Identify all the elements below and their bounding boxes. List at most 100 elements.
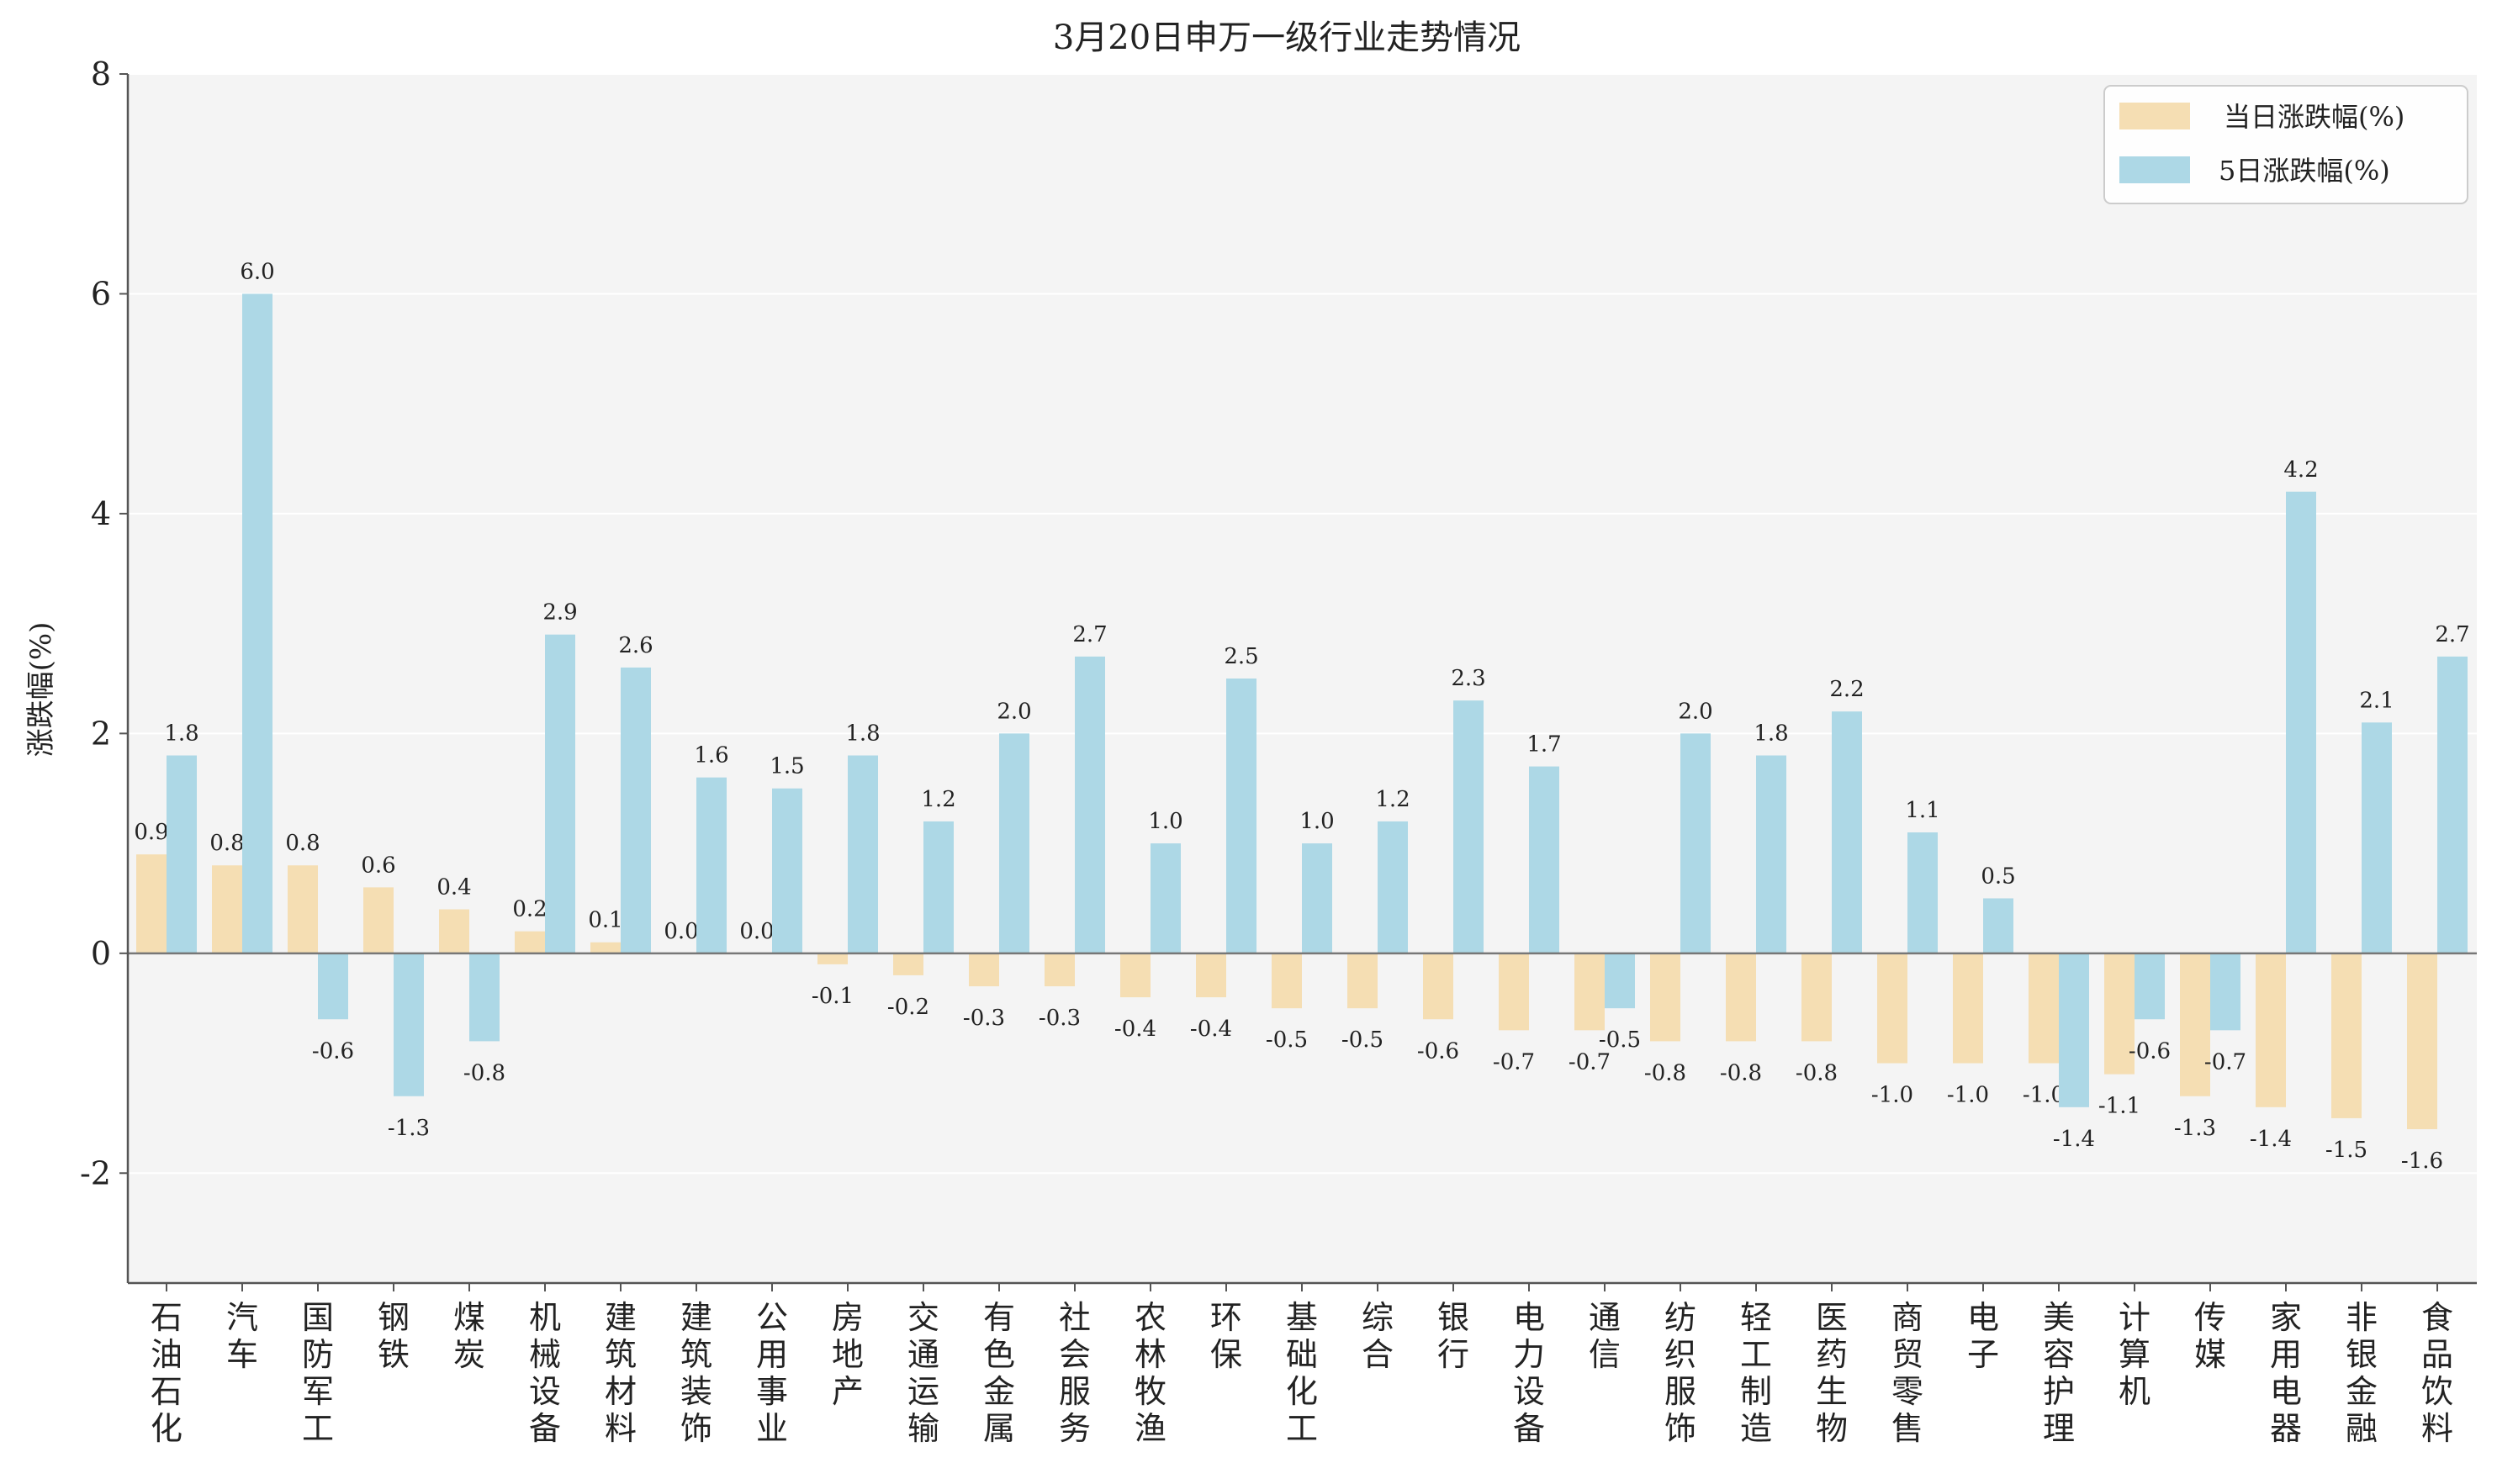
data-label-5day: -0.5 xyxy=(1599,1027,1641,1053)
y-tick-label: 4 xyxy=(91,495,111,532)
bar-daily xyxy=(2407,953,2437,1129)
bar-daily xyxy=(1801,953,1832,1042)
data-label-daily: -0.1 xyxy=(812,984,854,1009)
x-tick-label: 国防军工 xyxy=(302,1299,334,1447)
x-tick-label: 商贸零售 xyxy=(1891,1299,1923,1447)
bar-daily xyxy=(817,953,848,964)
bar-daily xyxy=(1347,953,1378,1009)
x-tick-label: 公用事业 xyxy=(756,1299,788,1447)
x-tick-label: 电力设备 xyxy=(1513,1299,1545,1447)
data-label-daily: -0.3 xyxy=(963,1006,1005,1031)
bar-5day xyxy=(923,821,954,953)
bar-5day xyxy=(1302,843,1332,953)
data-label-5day: 0.5 xyxy=(1981,863,2015,889)
x-tick-label: 食品饮料 xyxy=(2421,1299,2453,1447)
legend-box xyxy=(2103,85,2468,204)
data-label-daily: 0.6 xyxy=(361,853,395,878)
data-label-daily: 0.4 xyxy=(436,875,471,900)
bar-5day xyxy=(2286,491,2316,953)
x-tick-label: 传媒 xyxy=(2194,1299,2226,1373)
data-label-daily: -1.3 xyxy=(2174,1116,2216,1141)
x-tick-label: 综合 xyxy=(1362,1299,1394,1373)
data-label-daily: -1.5 xyxy=(2325,1138,2367,1163)
bar-daily xyxy=(1120,953,1151,998)
bar-5day xyxy=(1983,898,2013,953)
bar-daily xyxy=(1272,953,1302,1009)
y-axis-label: 涨跌幅(%) xyxy=(24,622,58,758)
bar-5day xyxy=(1075,656,1105,953)
data-label-daily: -0.8 xyxy=(1796,1060,1838,1085)
data-label-daily: 0.0 xyxy=(739,919,774,944)
bar-5day xyxy=(242,293,272,953)
x-tick-label: 建筑装饰 xyxy=(680,1299,712,1447)
data-label-daily: 0.8 xyxy=(285,831,320,856)
bar-5day xyxy=(545,634,575,953)
x-tick-label: 有色金属 xyxy=(983,1299,1015,1447)
data-label-daily: -1.0 xyxy=(1947,1083,1989,1108)
data-label-5day: 2.7 xyxy=(1072,622,1107,647)
data-label-daily: 0.8 xyxy=(209,831,244,856)
data-label-5day: 6.0 xyxy=(240,259,274,284)
data-label-5day: 1.2 xyxy=(921,787,955,812)
data-label-daily: 0.2 xyxy=(512,897,547,922)
x-tick-label: 银行 xyxy=(1437,1299,1469,1373)
data-label-daily: -1.1 xyxy=(2098,1094,2140,1119)
bar-daily xyxy=(1499,953,1529,1031)
x-tick-label: 房地产 xyxy=(832,1299,864,1410)
bar-5day xyxy=(621,667,651,953)
bar-5day xyxy=(772,788,802,953)
bar-5day xyxy=(2362,722,2392,953)
data-label-5day: 4.2 xyxy=(2283,457,2318,483)
bar-daily xyxy=(969,953,999,987)
bar-5day xyxy=(999,733,1029,953)
bar-5day xyxy=(2210,953,2240,1031)
data-label-daily: -0.4 xyxy=(1114,1017,1156,1042)
legend-label-5day: 5日涨跌幅(%) xyxy=(2219,155,2390,187)
bar-daily xyxy=(2104,953,2135,1075)
data-label-5day: 1.8 xyxy=(164,721,198,747)
data-label-daily: -0.8 xyxy=(1644,1060,1686,1085)
x-tick-label: 机械设备 xyxy=(529,1299,561,1447)
bar-5day xyxy=(1680,733,1711,953)
bar-5day xyxy=(394,953,424,1096)
x-tick-label: 建筑材料 xyxy=(605,1299,637,1447)
x-tick-label: 煤炭 xyxy=(453,1299,485,1373)
data-label-5day: -0.7 xyxy=(2204,1049,2246,1075)
data-label-5day: 2.5 xyxy=(1224,644,1258,669)
x-tick-label: 汽车 xyxy=(226,1299,258,1373)
bar-5day xyxy=(1226,679,1256,953)
x-tick-label: 交通运输 xyxy=(907,1299,939,1447)
legend-swatch-5day xyxy=(2119,156,2190,183)
bar-5day xyxy=(469,953,500,1042)
data-label-5day: -1.3 xyxy=(388,1116,430,1141)
data-label-5day: -1.4 xyxy=(2053,1127,2095,1152)
x-tick-label: 石油石化 xyxy=(151,1299,183,1447)
bar-5day xyxy=(1529,766,1559,953)
x-tick-label: 美容护理 xyxy=(2043,1299,2075,1447)
y-tick-label: 6 xyxy=(91,275,111,312)
data-label-5day: 2.6 xyxy=(618,633,653,658)
data-label-daily: -0.6 xyxy=(1417,1038,1459,1064)
bar-5day xyxy=(1756,755,1786,953)
data-label-daily: -0.8 xyxy=(1720,1060,1762,1085)
x-tick-label: 社会服务 xyxy=(1059,1299,1091,1447)
data-label-5day: -0.6 xyxy=(2129,1038,2171,1064)
data-label-daily: -1.0 xyxy=(2023,1083,2065,1108)
data-label-5day: 1.6 xyxy=(694,743,728,768)
bar-5day xyxy=(1832,711,1862,953)
data-label-5day: 2.0 xyxy=(997,699,1031,724)
x-tick-label: 计算机 xyxy=(2119,1299,2150,1410)
x-tick-label: 医药生物 xyxy=(1816,1299,1848,1447)
bar-daily xyxy=(2256,953,2286,1107)
bar-daily xyxy=(590,942,621,953)
x-tick-label: 环保 xyxy=(1210,1299,1242,1373)
data-label-5day: 1.0 xyxy=(1299,809,1334,834)
bar-daily xyxy=(2180,953,2210,1096)
x-tick-label: 通信 xyxy=(1589,1299,1621,1373)
plot-area: -2 0 2 4 6 8 0.9 1.8 石油石化 0.8 6.0 汽车 0.8 -0.6 国防军工 0.6 -… xyxy=(80,55,2477,1447)
data-label-daily: 0.0 xyxy=(664,919,698,944)
data-label-daily: -0.7 xyxy=(1569,1049,1611,1075)
data-label-daily: -0.7 xyxy=(1493,1049,1535,1075)
x-tick-label: 电子 xyxy=(1967,1299,1999,1373)
